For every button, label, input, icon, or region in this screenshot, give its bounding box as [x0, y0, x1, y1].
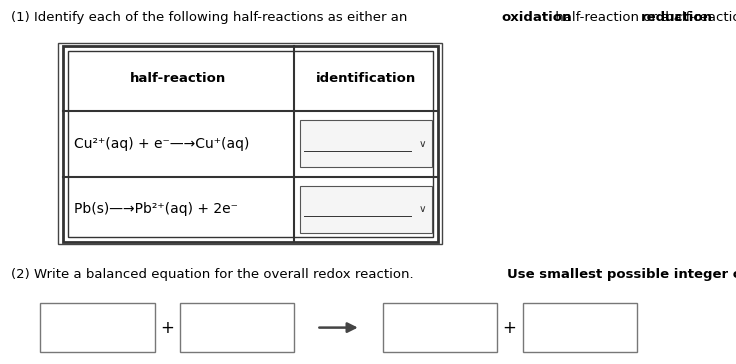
Text: ∨: ∨ [419, 139, 426, 149]
Text: +: + [160, 318, 174, 337]
Text: (1) Identify each of the following half-reactions as either an: (1) Identify each of the following half-… [11, 11, 411, 24]
Bar [523, 303, 637, 352]
Bar [40, 303, 155, 352]
Text: half-reaction.: half-reaction. [661, 11, 736, 24]
Text: half-reaction: half-reaction [130, 72, 227, 85]
Text: (2) Write a balanced equation for the overall redox reaction.: (2) Write a balanced equation for the ov… [11, 268, 418, 281]
Bar [58, 43, 442, 244]
Bar [63, 46, 438, 242]
Bar [180, 303, 294, 352]
Bar [383, 303, 497, 352]
Text: Pb(s)—→Pb²⁺(aq) + 2e⁻: Pb(s)—→Pb²⁺(aq) + 2e⁻ [74, 202, 238, 216]
Text: Use smallest possible integer coefficients.: Use smallest possible integer coefficien… [507, 268, 736, 281]
Bar [300, 186, 432, 233]
Bar [63, 46, 438, 242]
Text: identification: identification [316, 72, 417, 85]
Bar [68, 51, 433, 237]
Text: ∨: ∨ [419, 204, 426, 214]
Text: oxidation: oxidation [501, 11, 572, 24]
Text: reduction: reduction [641, 11, 713, 24]
Text: half-reaction or a: half-reaction or a [551, 11, 673, 24]
Text: +: + [503, 318, 517, 337]
Bar [300, 120, 432, 167]
Text: Cu²⁺(aq) + e⁻—→Cu⁺(aq): Cu²⁺(aq) + e⁻—→Cu⁺(aq) [74, 137, 249, 151]
